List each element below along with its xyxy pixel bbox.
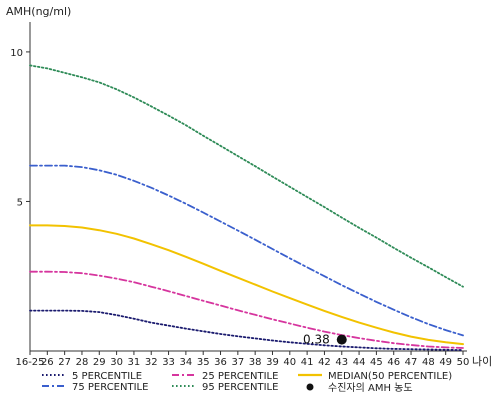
patient-point: [336, 334, 347, 345]
x-tick-label: 35: [197, 357, 210, 368]
y-tick-label: 10: [10, 48, 23, 59]
x-tick-label: 32: [145, 357, 158, 368]
x-tick-label: 40: [283, 357, 296, 368]
x-tick-label: 28: [76, 357, 89, 368]
legend-label: 95 PERCENTILE: [202, 382, 278, 393]
x-tick-label: 42: [318, 357, 331, 368]
x-tick-label: 27: [58, 357, 71, 368]
x-tick-label: 39: [266, 357, 279, 368]
point-layer: 0.38: [303, 333, 347, 347]
x-tick-label: 26: [41, 357, 54, 368]
x-tick-label: 37: [231, 357, 244, 368]
series-line: [29, 270, 464, 349]
legend-label: 25 PERCENTILE: [202, 371, 278, 382]
legend-point-label: 수진자의 AMH 농도: [328, 382, 413, 394]
x-tick-label: 44: [353, 357, 366, 368]
series-line: [29, 64, 464, 288]
x-tick-label: 30: [110, 357, 123, 368]
x-tick-label: 38: [249, 357, 262, 368]
x-tick-label: 45: [370, 357, 383, 368]
x-tick-label: 50: [457, 357, 470, 368]
x-tick-label: 43: [335, 357, 348, 368]
x-axis-title: 나이: [472, 355, 492, 368]
x-tick-label: 49: [439, 357, 452, 368]
x-tick-label: 36: [214, 357, 227, 368]
x-tick-label: 46: [387, 357, 400, 368]
legend-label: 5 PERCENTILE: [72, 371, 142, 382]
x-tick-label: 33: [162, 357, 175, 368]
y-axis-title: AMH(ng/ml): [6, 5, 71, 18]
x-tick-label: 48: [422, 357, 435, 368]
series-line: [29, 309, 464, 352]
x-tick-label: 31: [128, 357, 141, 368]
y-tick-label: 5: [17, 197, 23, 208]
series-line: [29, 164, 464, 337]
x-tick-label: 29: [93, 357, 106, 368]
x-tick-label: 16-25: [15, 357, 44, 368]
x-tick-label: 34: [180, 357, 193, 368]
legend-label: MEDIAN(50 PERCENTILE): [328, 371, 452, 382]
legend-point-marker: [306, 383, 314, 391]
patient-point-label: 0.38: [303, 333, 330, 347]
legend-label: 75 PERCENTILE: [72, 382, 148, 393]
x-tick-label: 41: [301, 357, 314, 368]
series-line: [29, 224, 464, 346]
series-layer: [29, 64, 464, 352]
x-tick-label: 47: [405, 357, 418, 368]
